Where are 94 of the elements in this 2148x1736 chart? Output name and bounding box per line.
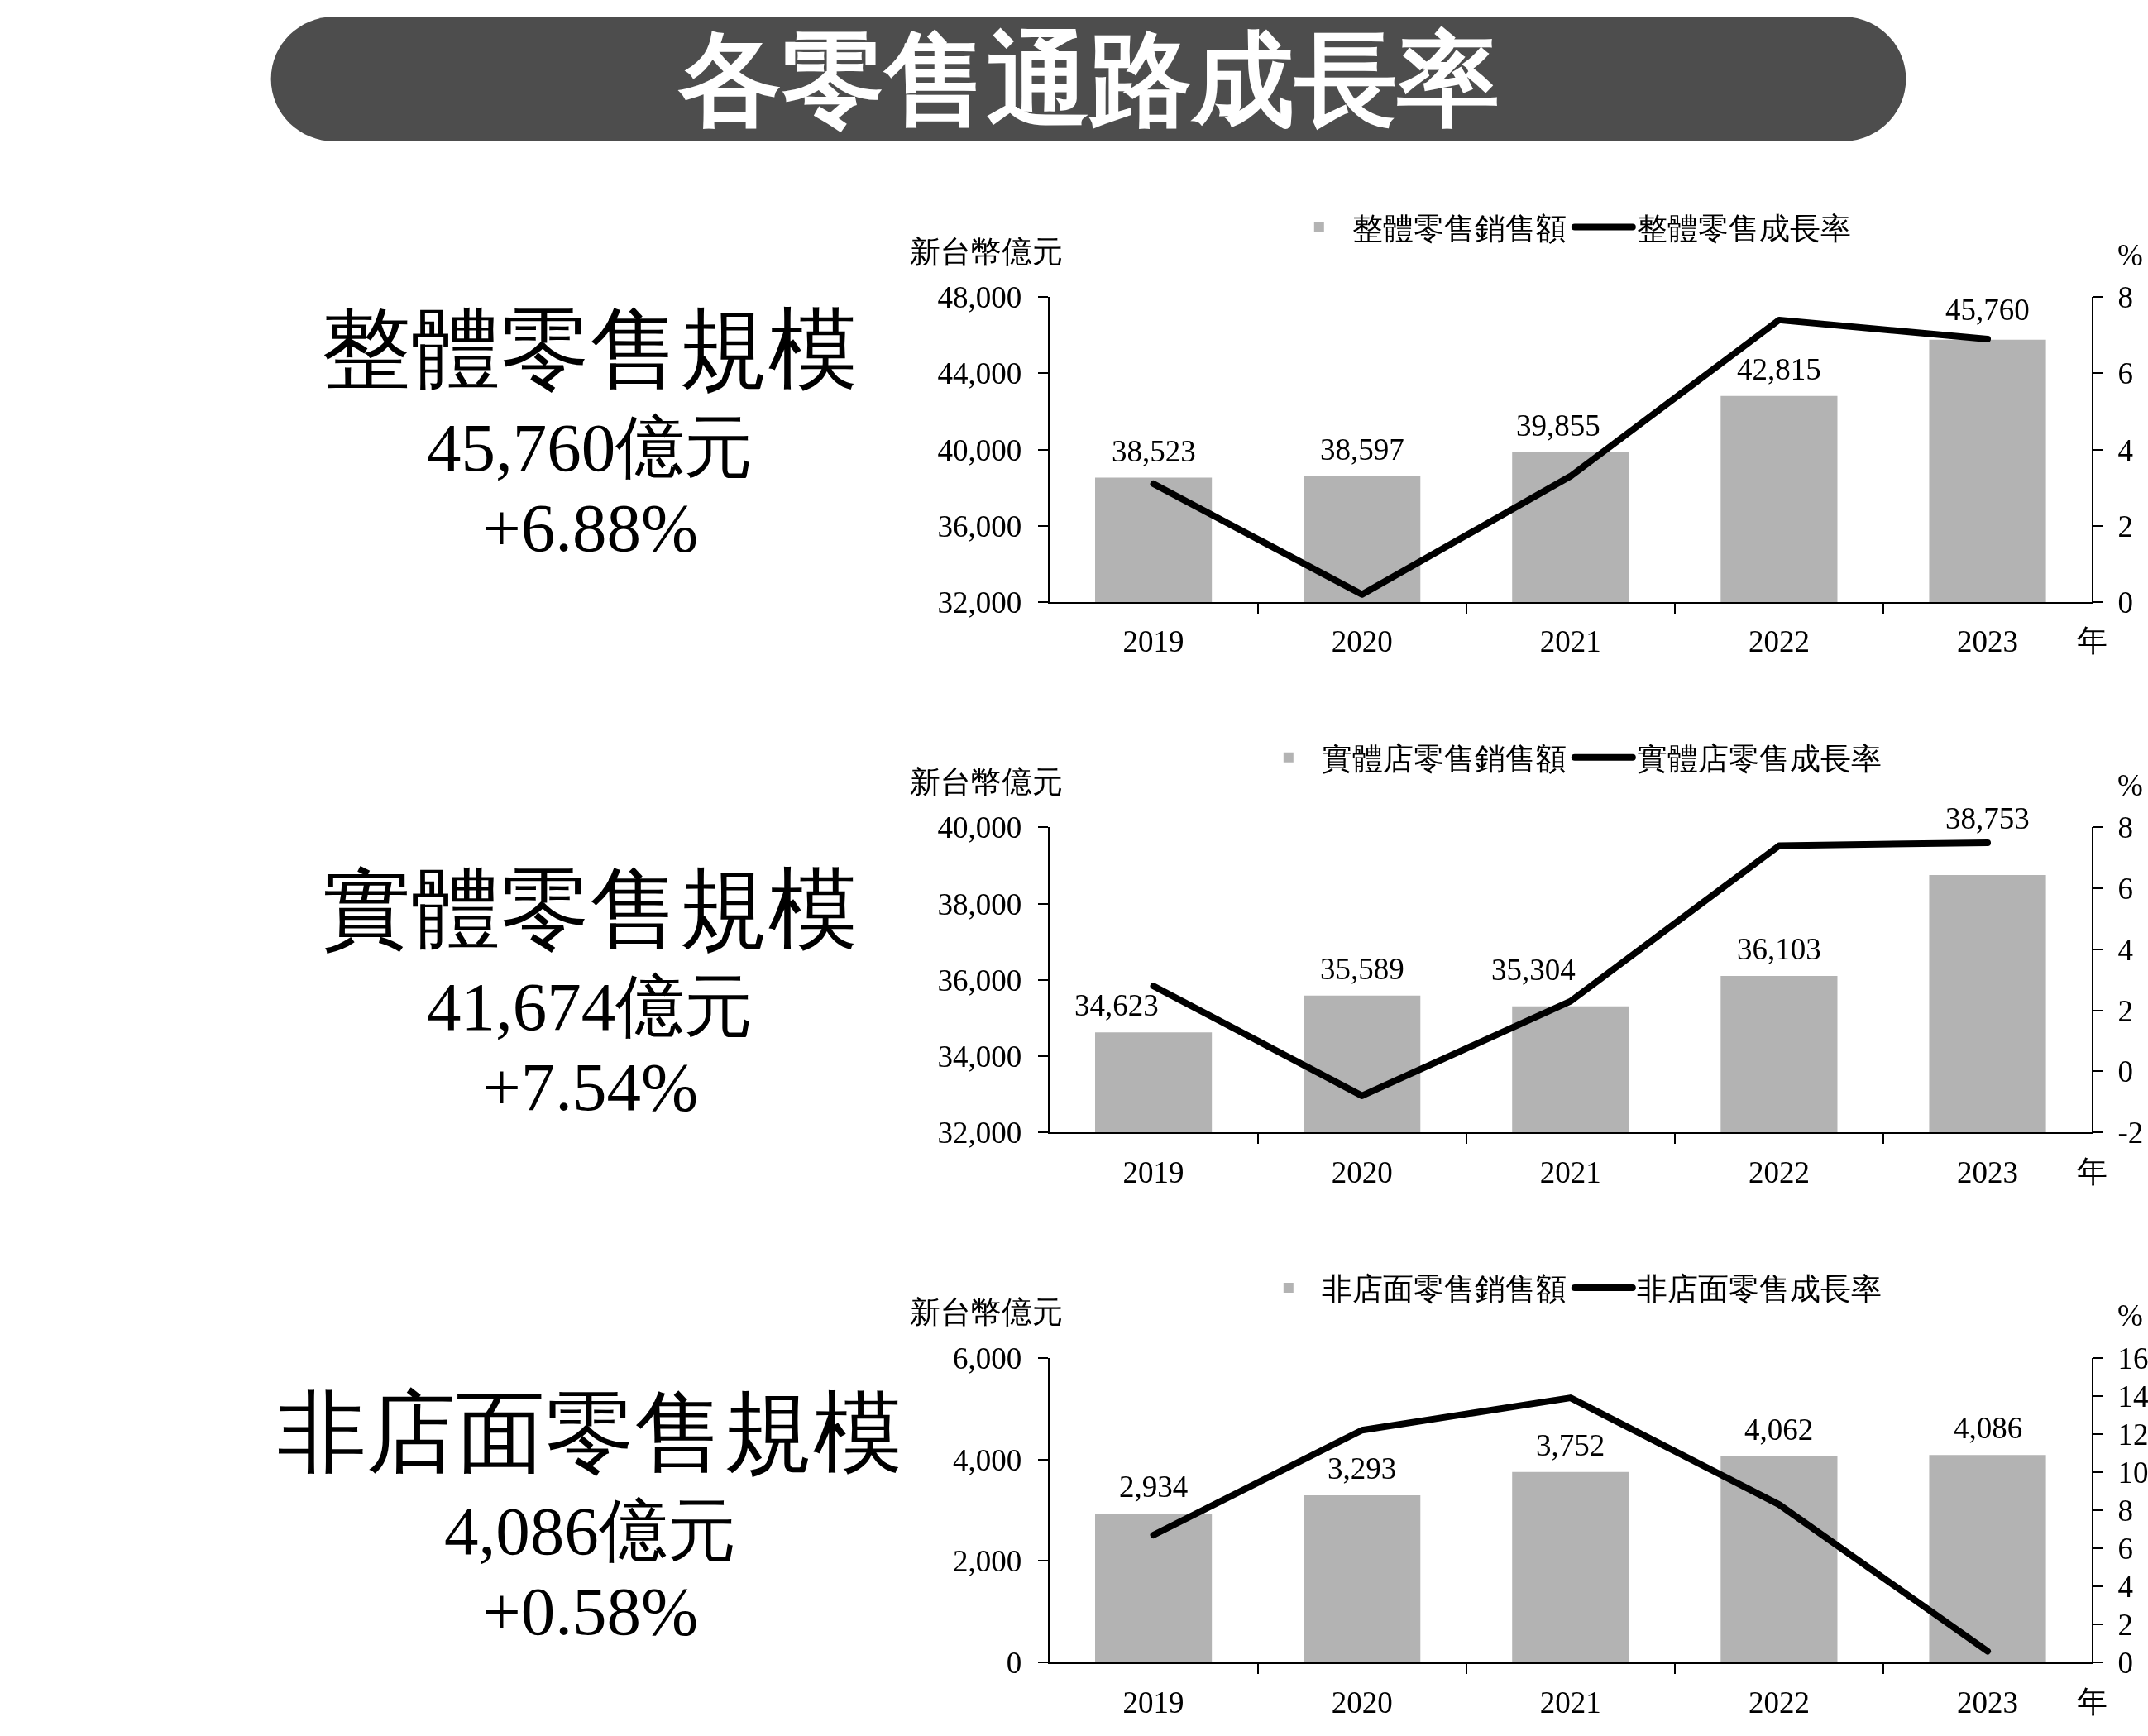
y2-tick-label: 2 bbox=[2117, 993, 2133, 1028]
y2-tick-label: 6 bbox=[2117, 356, 2133, 391]
x-tick-label: 2021 bbox=[1539, 1685, 1601, 1719]
y-tick-label: 40,000 bbox=[937, 433, 1022, 467]
data-label: 45,760 bbox=[1945, 293, 2030, 327]
y2-tick-label: 0 bbox=[2117, 1055, 2133, 1089]
x-tick-label: 2022 bbox=[1748, 1685, 1810, 1719]
y2-tick-label: 6 bbox=[2117, 872, 2133, 906]
x-tick-label: 2019 bbox=[1122, 624, 1184, 659]
data-label: 38,523 bbox=[1112, 434, 1196, 468]
y-tick-label: 6,000 bbox=[952, 1341, 1022, 1375]
data-label: 3,293 bbox=[1328, 1451, 1397, 1485]
x-tick-label: 2019 bbox=[1122, 1685, 1184, 1719]
legend-label: 整體零售成長率 bbox=[1636, 211, 1851, 246]
y2-axis-title: % bbox=[2117, 1298, 2143, 1332]
text: 4,086億元 bbox=[444, 1493, 736, 1569]
x-tick-label: 2023 bbox=[1957, 624, 2019, 659]
y-tick-label: 38,000 bbox=[937, 887, 1022, 921]
text: +7.54% bbox=[482, 1049, 699, 1125]
y2-tick-label: 0 bbox=[2117, 1646, 2133, 1681]
y-tick-label: 48,000 bbox=[937, 280, 1022, 315]
legend-label: 非店面零售銷售額 bbox=[1321, 1272, 1567, 1307]
text: 41,674億元 bbox=[427, 968, 753, 1045]
data-label: 36,103 bbox=[1737, 932, 1821, 966]
data-label: 34,623 bbox=[1074, 988, 1159, 1022]
y-tick-label: 32,000 bbox=[937, 1116, 1022, 1150]
y2-tick-label: 12 bbox=[2117, 1417, 2148, 1451]
x-tick-label: 2021 bbox=[1539, 624, 1601, 659]
y2-tick-label: 6 bbox=[2117, 1532, 2133, 1566]
x-axis-title: 年 bbox=[2077, 624, 2107, 658]
data-label: 4,086 bbox=[1954, 1411, 2023, 1445]
text: 實體零售規模 bbox=[322, 860, 858, 959]
x-axis-title: 年 bbox=[2077, 1685, 2107, 1719]
data-label: 35,304 bbox=[1491, 953, 1576, 987]
y2-axis-title: % bbox=[2117, 768, 2143, 802]
text: +0.58% bbox=[482, 1573, 699, 1649]
y2-tick-label: 2 bbox=[2117, 1608, 2133, 1643]
bar bbox=[1929, 1455, 2046, 1663]
y2-tick-label: 10 bbox=[2117, 1455, 2148, 1490]
x-tick-label: 2023 bbox=[1957, 1685, 2019, 1719]
bar bbox=[1094, 1514, 1213, 1663]
y-tick-label: 0 bbox=[1006, 1646, 1022, 1681]
legend-label: 整體零售銷售額 bbox=[1351, 211, 1567, 246]
x-tick-label: 2023 bbox=[1957, 1155, 2019, 1189]
legend-label: 實體店零售成長率 bbox=[1636, 742, 1882, 777]
x-tick-label: 2019 bbox=[1122, 1155, 1184, 1189]
data-label: 4,062 bbox=[1744, 1413, 1814, 1447]
x-tick-label: 2020 bbox=[1331, 1155, 1393, 1189]
data-label: 3,752 bbox=[1536, 1428, 1605, 1462]
y-tick-label: 44,000 bbox=[937, 356, 1022, 391]
y2-tick-label: 16 bbox=[2117, 1341, 2148, 1375]
y-tick-label: 40,000 bbox=[937, 811, 1022, 845]
x-tick-label: 2022 bbox=[1748, 1155, 1810, 1189]
data-label: 42,815 bbox=[1737, 352, 1821, 386]
text: 非店面零售規模 bbox=[277, 1384, 902, 1482]
x-tick-label: 2020 bbox=[1331, 1685, 1393, 1719]
text: 整體零售規模 bbox=[322, 300, 858, 399]
bar bbox=[1720, 1456, 1838, 1663]
y-tick-label: 4,000 bbox=[952, 1442, 1022, 1477]
y2-tick-label: 14 bbox=[2117, 1379, 2148, 1413]
y2-tick-label: 4 bbox=[2117, 932, 2133, 967]
y2-tick-label: 8 bbox=[2117, 1493, 2133, 1528]
data-label: 35,589 bbox=[1320, 952, 1404, 986]
y2-tick-label: 2 bbox=[2117, 509, 2133, 543]
y2-tick-label: 0 bbox=[2117, 585, 2133, 619]
bar bbox=[1512, 1471, 1629, 1663]
y-axis-title: 新台幣億元 bbox=[910, 1295, 1063, 1329]
bar bbox=[1304, 1495, 1421, 1663]
y-tick-label: 36,000 bbox=[937, 509, 1022, 543]
text: +6.88% bbox=[482, 490, 699, 566]
y-tick-label: 36,000 bbox=[937, 963, 1022, 997]
y2-tick-label: 4 bbox=[2117, 1570, 2133, 1604]
y2-tick-label: -2 bbox=[2117, 1116, 2144, 1150]
text: 45,760億元 bbox=[427, 409, 753, 485]
y2-axis-title: % bbox=[2117, 238, 2143, 272]
x-tick-label: 2022 bbox=[1748, 624, 1810, 659]
y-tick-label: 32,000 bbox=[937, 585, 1022, 619]
data-label: 38,753 bbox=[1945, 801, 2030, 835]
data-label: 39,855 bbox=[1516, 409, 1600, 442]
x-axis-title: 年 bbox=[2077, 1155, 2107, 1188]
text: 各零售通路成長率 bbox=[677, 24, 1500, 137]
y-axis-title: 新台幣億元 bbox=[910, 765, 1063, 799]
data-label: 2,934 bbox=[1119, 1470, 1189, 1504]
x-tick-label: 2021 bbox=[1539, 1155, 1601, 1189]
y2-tick-label: 8 bbox=[2117, 280, 2133, 315]
y-tick-label: 34,000 bbox=[937, 1039, 1022, 1074]
legend-label: 非店面零售成長率 bbox=[1636, 1272, 1882, 1307]
y-tick-label: 2,000 bbox=[952, 1544, 1022, 1579]
y2-tick-label: 4 bbox=[2117, 433, 2133, 467]
x-tick-label: 2020 bbox=[1331, 624, 1393, 659]
y-axis-title: 新台幣億元 bbox=[910, 235, 1063, 269]
data-label: 38,597 bbox=[1320, 433, 1404, 466]
legend-label: 實體店零售銷售額 bbox=[1321, 742, 1567, 777]
y2-tick-label: 8 bbox=[2117, 811, 2133, 845]
